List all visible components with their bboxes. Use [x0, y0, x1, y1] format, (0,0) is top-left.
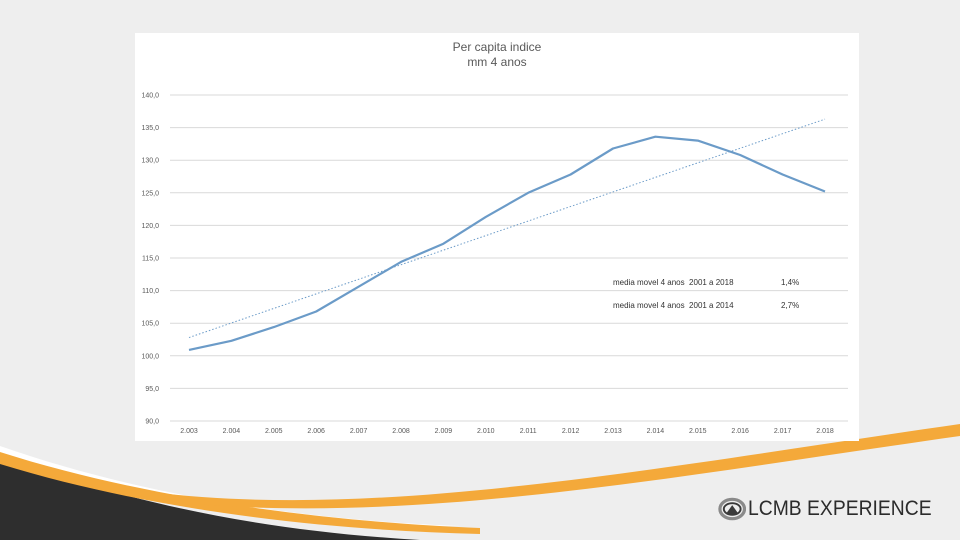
orange-swoosh-upper — [150, 424, 960, 509]
annotation-label: media movel 4 anos 2001 a 2014 — [613, 301, 734, 310]
chart-title: Per capita indice — [453, 40, 542, 54]
dark-band — [0, 455, 420, 540]
x-tick-label: 2.011 — [520, 428, 537, 435]
x-axis-ticks: 2.003 2.004 2.005 2.006 2.007 2.008 2.009 2.010… — [180, 428, 834, 435]
y-tick-label: 115,0 — [142, 256, 159, 263]
annotation-cagr-2001-2018: media movel 4 anos 2001 a 2018 1,4% — [613, 278, 799, 287]
x-tick-label: 2.003 — [180, 428, 198, 435]
y-tick-label: 120,0 — [141, 223, 159, 230]
x-tick-label: 2.012 — [562, 428, 580, 435]
annotation-label: media movel 4 anos 2001 a 2018 — [613, 278, 734, 287]
annotation-value: 2,7% — [781, 301, 799, 310]
annotation-cagr-2001-2014: media movel 4 anos 2001 a 2014 2,7% — [613, 301, 799, 310]
brand-name: LCMB EXPERIENCE — [748, 497, 933, 520]
y-tick-label: 135,0 — [141, 125, 159, 132]
trendline — [188, 118, 826, 339]
y-tick-label: 140,0 — [141, 93, 159, 100]
brand-logo: LCMB EXPERIENCE — [718, 486, 948, 532]
y-axis-ticks: 90,0 95,0 100,0 105,0 110,0 115,0 120,0 125,0 13… — [141, 93, 159, 426]
y-tick-label: 90,0 — [145, 419, 159, 426]
annotation-value: 1,4% — [781, 278, 799, 287]
y-tick-label: 130,0 — [141, 158, 159, 165]
chart-panel: Per capita indice mm 4 anos 90,0 95,0 100,… — [135, 33, 859, 441]
x-tick-label: 2.005 — [265, 428, 283, 435]
x-tick-label: 2.018 — [816, 428, 834, 435]
x-tick-label: 2.006 — [307, 428, 325, 435]
y-tick-label: 125,0 — [141, 190, 159, 197]
x-tick-label: 2.017 — [774, 428, 792, 435]
x-tick-label: 2.007 — [350, 428, 368, 435]
y-tick-label: 105,0 — [141, 321, 159, 328]
y-tick-label: 110,0 — [142, 288, 159, 295]
x-tick-label: 2.014 — [647, 428, 665, 435]
x-tick-label: 2.015 — [689, 428, 707, 435]
gridlines — [170, 94, 848, 422]
y-tick-label: 100,0 — [141, 353, 159, 360]
x-tick-label: 2.004 — [223, 428, 241, 435]
y-tick-label: 95,0 — [145, 386, 159, 393]
line-chart: Per capita indice mm 4 anos 90,0 95,0 100,… — [141, 40, 848, 435]
orange-swoosh-lower — [0, 452, 480, 534]
x-tick-label: 2.013 — [604, 428, 622, 435]
x-tick-label: 2.009 — [435, 428, 453, 435]
lcmb-logo-icon — [718, 497, 747, 521]
chart-subtitle: mm 4 anos — [467, 55, 526, 69]
x-tick-label: 2.016 — [731, 428, 749, 435]
x-tick-label: 2.010 — [477, 428, 495, 435]
x-tick-label: 2.008 — [392, 428, 410, 435]
series-line — [188, 135, 826, 351]
